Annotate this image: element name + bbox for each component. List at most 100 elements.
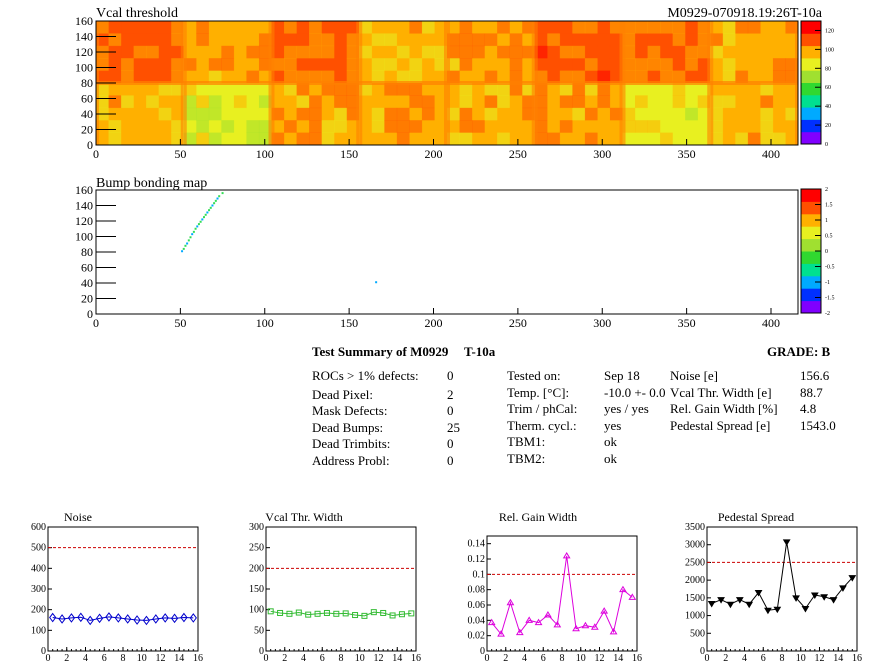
threshold-cell (509, 70, 523, 84)
bump-bonding-palette-band (801, 189, 821, 202)
pedestal-spread-summary-label: Pedestal Spread [e] (670, 418, 771, 433)
vcal-width-plot-point (295, 609, 302, 616)
threshold-cell (635, 21, 648, 34)
noise-plot-x-tick-label: 0 (46, 653, 51, 664)
vcal-threshold-title: Vcal threshold (96, 6, 178, 21)
threshold-cell (196, 120, 210, 133)
threshold-cell (321, 95, 335, 109)
threshold-cell (409, 83, 423, 96)
vcal-width-plot-y-tick-label: 100 (249, 605, 264, 616)
threshold-cell (584, 95, 598, 109)
vcal-width-plot-y-tick-label: 0 (259, 646, 264, 657)
threshold-cell (221, 58, 235, 71)
therm-cycl-label: Therm. cycl.: (507, 418, 577, 433)
threshold-cell (108, 70, 122, 84)
threshold-cell (722, 33, 736, 47)
pedestal-spread-plot-point (782, 539, 791, 546)
threshold-cell (396, 120, 410, 133)
vcal-threshold-palette-tick-label: 0 (825, 142, 828, 148)
gain-width-plot-point (497, 630, 505, 637)
threshold-cell (735, 21, 749, 34)
vcal-threshold-x-tick-label: 350 (678, 147, 696, 161)
threshold-cell (447, 107, 460, 121)
gain-width-plot-title: Rel. Gain Width (499, 510, 577, 524)
threshold-cell (321, 45, 335, 59)
threshold-cell (284, 95, 297, 109)
vcal-threshold-y-tick-label: 60 (81, 92, 93, 106)
module-label: M0929-070918.19:26T-10a (667, 6, 822, 21)
threshold-cell (384, 33, 398, 47)
vcal-threshold-palette-frame (800, 20, 822, 145)
threshold-cell (559, 95, 573, 109)
gain-width-plot-line (491, 555, 633, 636)
threshold-chip-edge (271, 83, 275, 145)
threshold-cell (672, 120, 686, 133)
threshold-cell (760, 132, 774, 146)
vcal-width-plot-point (389, 612, 396, 619)
threshold-cell (547, 58, 561, 71)
threshold-cell (183, 83, 197, 96)
threshold-cell (371, 45, 385, 59)
threshold-cell (421, 107, 435, 121)
gain-width-plot-point (525, 616, 534, 623)
threshold-cell (672, 33, 686, 47)
noise-plot-x-tick-label: 16 (193, 653, 203, 664)
threshold-cell (246, 33, 260, 47)
threshold-cell (685, 120, 699, 133)
threshold-cell (284, 107, 297, 121)
bump-defect-point (216, 197, 219, 200)
threshold-cell (96, 132, 109, 146)
threshold-cell (772, 107, 786, 121)
threshold-cell (284, 21, 297, 34)
threshold-cell (133, 95, 147, 109)
dead-pixel-value: 2 (447, 387, 454, 402)
threshold-cell (447, 33, 460, 47)
threshold-cell (371, 83, 385, 96)
vcal-width-plot-x-tick-label: 4 (301, 653, 306, 664)
threshold-cell (622, 107, 636, 121)
gain-width-plot-x-tick-label: 16 (632, 653, 642, 664)
threshold-cell (572, 70, 586, 84)
threshold-cell (559, 45, 573, 59)
threshold-cell (108, 95, 122, 109)
vcal-width-plot-x-tick-label: 16 (411, 653, 421, 664)
threshold-cell (309, 21, 322, 34)
threshold-cell (196, 58, 210, 71)
pedestal-spread-plot: Pedestal Spread 0 2 4 6 8 10 12 14 16 0 500 1000 1500… (685, 510, 862, 664)
threshold-cell (121, 95, 134, 109)
threshold-cell (146, 58, 159, 71)
threshold-cell (409, 45, 423, 59)
threshold-cell (221, 83, 235, 96)
threshold-cell (710, 95, 724, 109)
noise-plot-title: Noise (64, 510, 92, 524)
threshold-cell (534, 21, 548, 34)
dead-trimbits-value: 0 (447, 436, 454, 451)
gain-width-plot-y-tick-label: 0.02 (468, 631, 486, 642)
threshold-cell (584, 45, 598, 59)
threshold-cell (509, 107, 523, 121)
vcal-width-plot-point (398, 611, 405, 618)
threshold-cell (622, 83, 636, 96)
threshold-cell (747, 83, 761, 96)
threshold-chip-edge (268, 21, 272, 83)
threshold-cell (271, 45, 285, 59)
pedestal-spread-plot-x-tick-label: 6 (761, 653, 766, 664)
threshold-cell (321, 83, 335, 96)
vcal-width-plot-y-tick-label: 150 (249, 584, 264, 595)
threshold-cell (421, 58, 435, 71)
pedestal-spread-plot-point (717, 597, 725, 604)
threshold-cell (559, 33, 573, 47)
threshold-cell (158, 132, 172, 146)
vcal-threshold-palette-band (801, 57, 821, 71)
threshold-cell (772, 95, 786, 109)
threshold-cell (647, 21, 661, 34)
threshold-cell (747, 132, 761, 146)
pedestal-spread-plot-y-tick-label: 1000 (685, 611, 705, 622)
vcal-width-plot-point (352, 612, 359, 619)
threshold-cell (622, 95, 636, 109)
pedestal-spread-plot-y-tick-label: 2500 (685, 557, 705, 568)
threshold-cell (597, 120, 611, 133)
summary-title: Test Summary of M0929 (312, 344, 449, 359)
threshold-cell (208, 132, 222, 146)
threshold-cell (472, 107, 485, 121)
